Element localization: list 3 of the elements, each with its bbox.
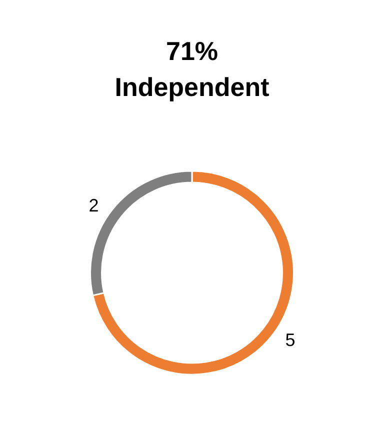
data-label: 5 [285, 330, 296, 350]
data-label: 2 [88, 196, 99, 216]
chart-title: 71% Independent [114, 36, 270, 102]
